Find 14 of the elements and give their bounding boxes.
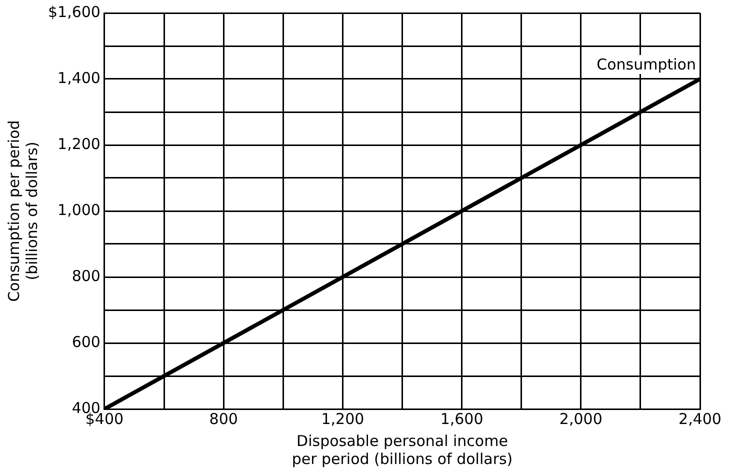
y-axis-title: Consumption per period (billions of dollars) xyxy=(4,120,41,302)
y-tick-label: 800 xyxy=(72,266,100,285)
x-tick-label: 2,000 xyxy=(559,410,602,428)
y-tick-label: 1,200 xyxy=(58,134,100,153)
y-tick-label: 1,400 xyxy=(58,68,100,87)
y-tick-label: 600 xyxy=(72,332,100,351)
y-tick-label: 1,000 xyxy=(58,200,100,219)
y-tick-label: $1,600 xyxy=(48,2,100,21)
series-label: Consumption xyxy=(596,55,696,74)
x-axis-title: Disposable personal income per period (billions of dollars) xyxy=(292,432,513,468)
x-tick-label: 800 xyxy=(209,410,238,428)
x-tick-label: 1,600 xyxy=(440,410,484,428)
x-tick-label: 2,400 xyxy=(678,410,722,428)
x-tick-label: 1,200 xyxy=(321,410,364,428)
